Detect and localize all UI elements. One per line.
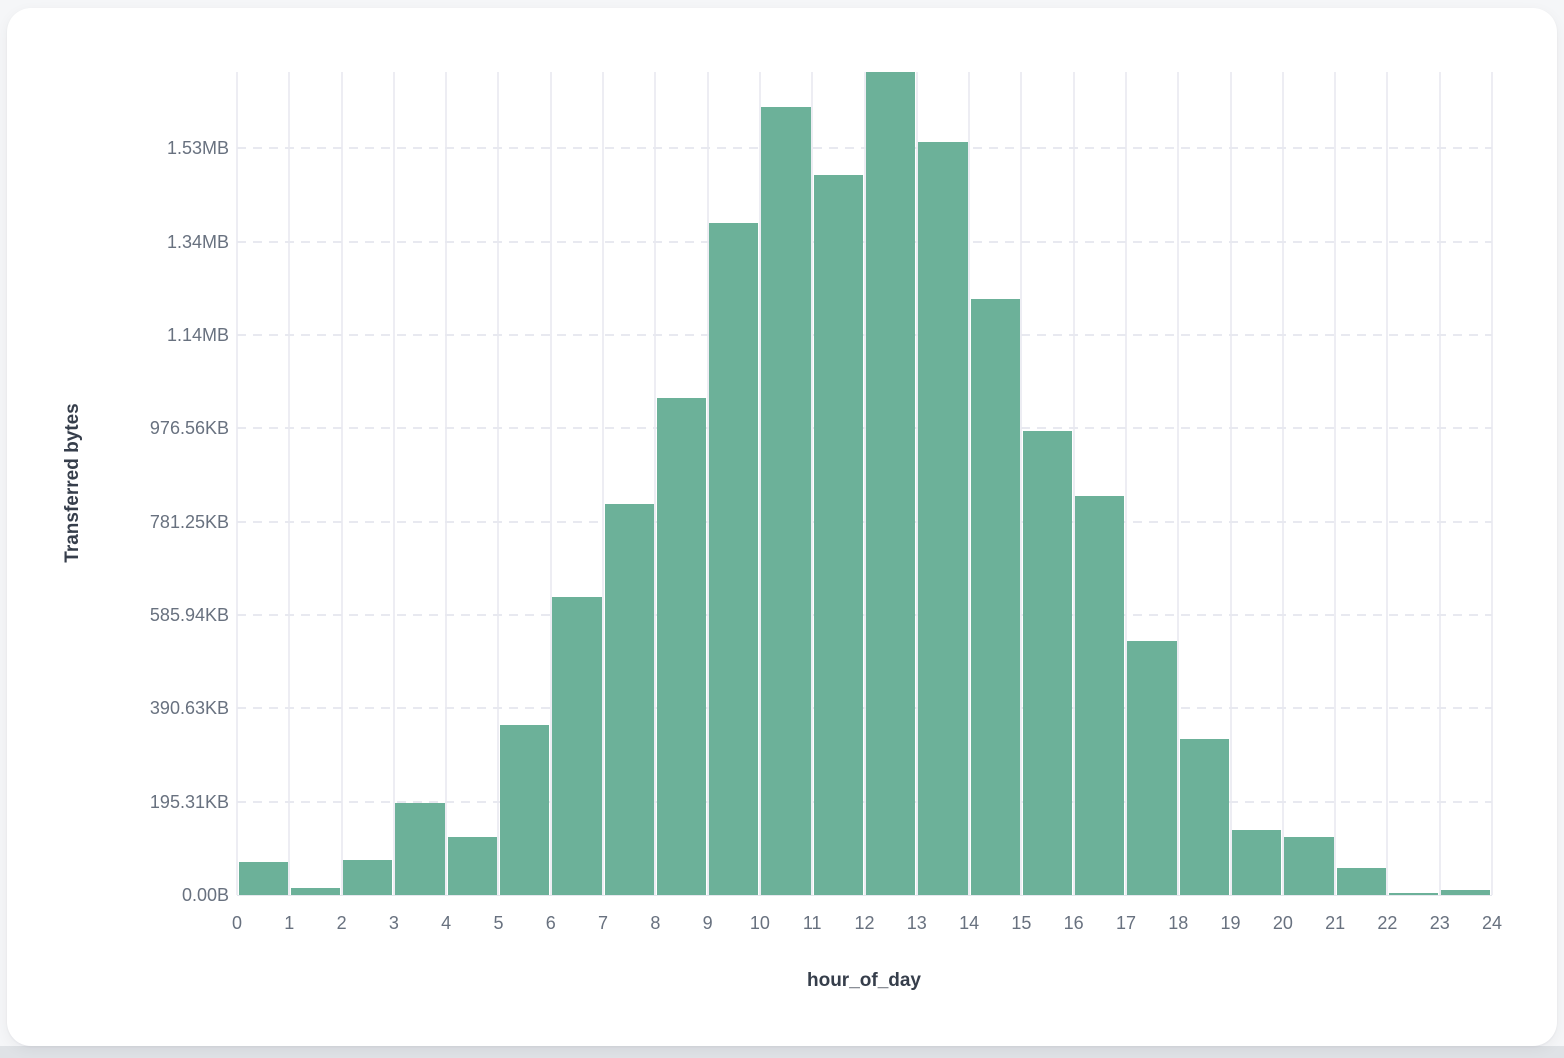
vertical-gridline xyxy=(1177,72,1180,895)
vertical-gridline xyxy=(288,72,291,895)
x-tick-label: 12 xyxy=(854,913,875,933)
histogram-bar-hour-18[interactable] xyxy=(1179,739,1230,895)
y-tick-label: 1.34MB xyxy=(166,231,229,252)
y-tick-label: 781.25KB xyxy=(149,511,229,532)
vertical-gridline xyxy=(706,72,709,895)
histogram-bar-hour-22[interactable] xyxy=(1388,893,1439,895)
x-tick-label: 5 xyxy=(493,913,504,933)
vertical-gridline xyxy=(863,72,866,895)
histogram-bar-hour-1[interactable] xyxy=(290,888,341,895)
y-tick-label: 390.63KB xyxy=(149,698,229,719)
horizontal-gridline xyxy=(237,800,1492,803)
plot-area: 0.00B 195.31KB 390.63KB 585.94KB 781.25KB 976… xyxy=(150,72,1502,933)
vertical-gridline xyxy=(1020,72,1023,895)
vertical-gridline xyxy=(968,72,971,895)
vertical-gridline xyxy=(1072,72,1075,895)
y-tick-label: 976.56KB xyxy=(149,418,229,439)
histogram-bar-hour-6[interactable] xyxy=(552,596,602,895)
x-tick-label: 11 xyxy=(802,913,822,933)
histogram-bar-hour-19[interactable] xyxy=(1232,830,1282,895)
x-tick-label: 8 xyxy=(650,913,661,933)
horizontal-gridline xyxy=(237,614,1492,617)
histogram-bar-hour-14[interactable] xyxy=(970,298,1020,895)
vertical-gridline xyxy=(1281,72,1284,895)
x-tick-label: 6 xyxy=(545,913,556,933)
horizontal-gridline xyxy=(237,240,1492,243)
x-tick-label: 0 xyxy=(231,913,243,933)
histogram-bar-hour-4[interactable] xyxy=(447,836,497,895)
histogram-bar-hour-15[interactable] xyxy=(1022,430,1073,895)
x-axis-title: hour_of_day xyxy=(806,970,922,991)
vertical-gridline xyxy=(445,72,448,895)
x-tick-label: 13 xyxy=(906,913,927,933)
y-tick-label: 585.94KB xyxy=(149,605,229,626)
vertical-gridline xyxy=(758,72,761,895)
histogram-bar-hour-7[interactable] xyxy=(604,504,654,895)
histogram-bar-hour-3[interactable] xyxy=(395,803,445,895)
horizontal-gridline xyxy=(237,427,1492,430)
vertical-gridline xyxy=(392,72,395,895)
x-tick-label: 18 xyxy=(1168,913,1189,933)
vertical-gridline xyxy=(1124,72,1127,895)
histogram-bar-hour-13[interactable] xyxy=(918,142,968,895)
x-tick-label: 10 xyxy=(749,913,770,933)
vertical-gridline xyxy=(340,72,343,895)
vertical-gridline xyxy=(1491,72,1493,895)
x-tick-label: 24 xyxy=(1481,913,1503,933)
vertical-gridline xyxy=(549,72,552,895)
horizontal-gridline xyxy=(237,334,1492,337)
x-tick-label: 9 xyxy=(702,913,713,933)
vertical-gridline xyxy=(236,72,238,895)
x-tick-label: 16 xyxy=(1063,913,1084,933)
horizontal-gridline xyxy=(237,520,1492,523)
vertical-gridline xyxy=(1229,72,1232,895)
chart-card: Transferred bytes hour_of_day 0.00B 195.3… xyxy=(7,8,1557,1046)
vertical-gridline xyxy=(1386,72,1389,895)
y-tick-label: 1.53MB xyxy=(166,138,229,159)
y-tick-label: 195.31KB xyxy=(149,791,229,812)
histogram-bar-hour-0[interactable] xyxy=(238,861,288,895)
histogram-bar-hour-8[interactable] xyxy=(656,397,707,895)
vertical-gridline xyxy=(915,72,918,895)
x-tick-label: 15 xyxy=(1011,913,1032,933)
y-tick-label: 0.00B xyxy=(181,885,229,905)
page-bottom-edge xyxy=(0,1046,1564,1058)
histogram-bar-hour-11[interactable] xyxy=(813,174,863,895)
x-tick-label: 17 xyxy=(1115,913,1136,933)
x-tick-label: 1 xyxy=(284,913,295,933)
histogram-bar-hour-20[interactable] xyxy=(1284,836,1334,895)
x-tick-label: 19 xyxy=(1220,913,1241,933)
x-tick-label: 4 xyxy=(441,913,452,933)
vertical-gridline xyxy=(497,72,500,895)
vertical-gridline xyxy=(811,72,814,895)
x-tick-label: 23 xyxy=(1429,913,1450,933)
histogram-bar-hour-21[interactable] xyxy=(1336,868,1386,895)
x-tick-label: 14 xyxy=(959,913,980,933)
x-tick-label: 20 xyxy=(1272,913,1293,933)
x-tick-label: 22 xyxy=(1377,913,1398,933)
histogram-bar-hour-23[interactable] xyxy=(1441,889,1491,895)
histogram-bar-hour-16[interactable] xyxy=(1075,496,1125,895)
vertical-gridline xyxy=(1438,72,1441,895)
x-tick-label: 21 xyxy=(1325,913,1346,933)
histogram-bar-hour-17[interactable] xyxy=(1127,640,1177,895)
horizontal-gridline xyxy=(237,707,1492,710)
histogram-bar-hour-9[interactable] xyxy=(709,223,759,895)
histogram-bar-hour-10[interactable] xyxy=(761,107,811,895)
vertical-gridline xyxy=(602,72,605,895)
x-tick-label: 3 xyxy=(388,913,399,933)
x-axis-baseline xyxy=(237,895,1492,896)
histogram-bar-hour-2[interactable] xyxy=(343,859,393,895)
vertical-gridline xyxy=(654,72,657,895)
y-tick-label: 1.14MB xyxy=(166,325,229,346)
horizontal-gridline xyxy=(237,147,1492,150)
histogram-bar-hour-5[interactable] xyxy=(499,724,550,895)
x-tick-label: 7 xyxy=(598,913,609,933)
vertical-gridline xyxy=(1334,72,1337,895)
histogram-bar-hour-12[interactable] xyxy=(866,72,916,895)
x-tick-label: 2 xyxy=(336,913,347,933)
